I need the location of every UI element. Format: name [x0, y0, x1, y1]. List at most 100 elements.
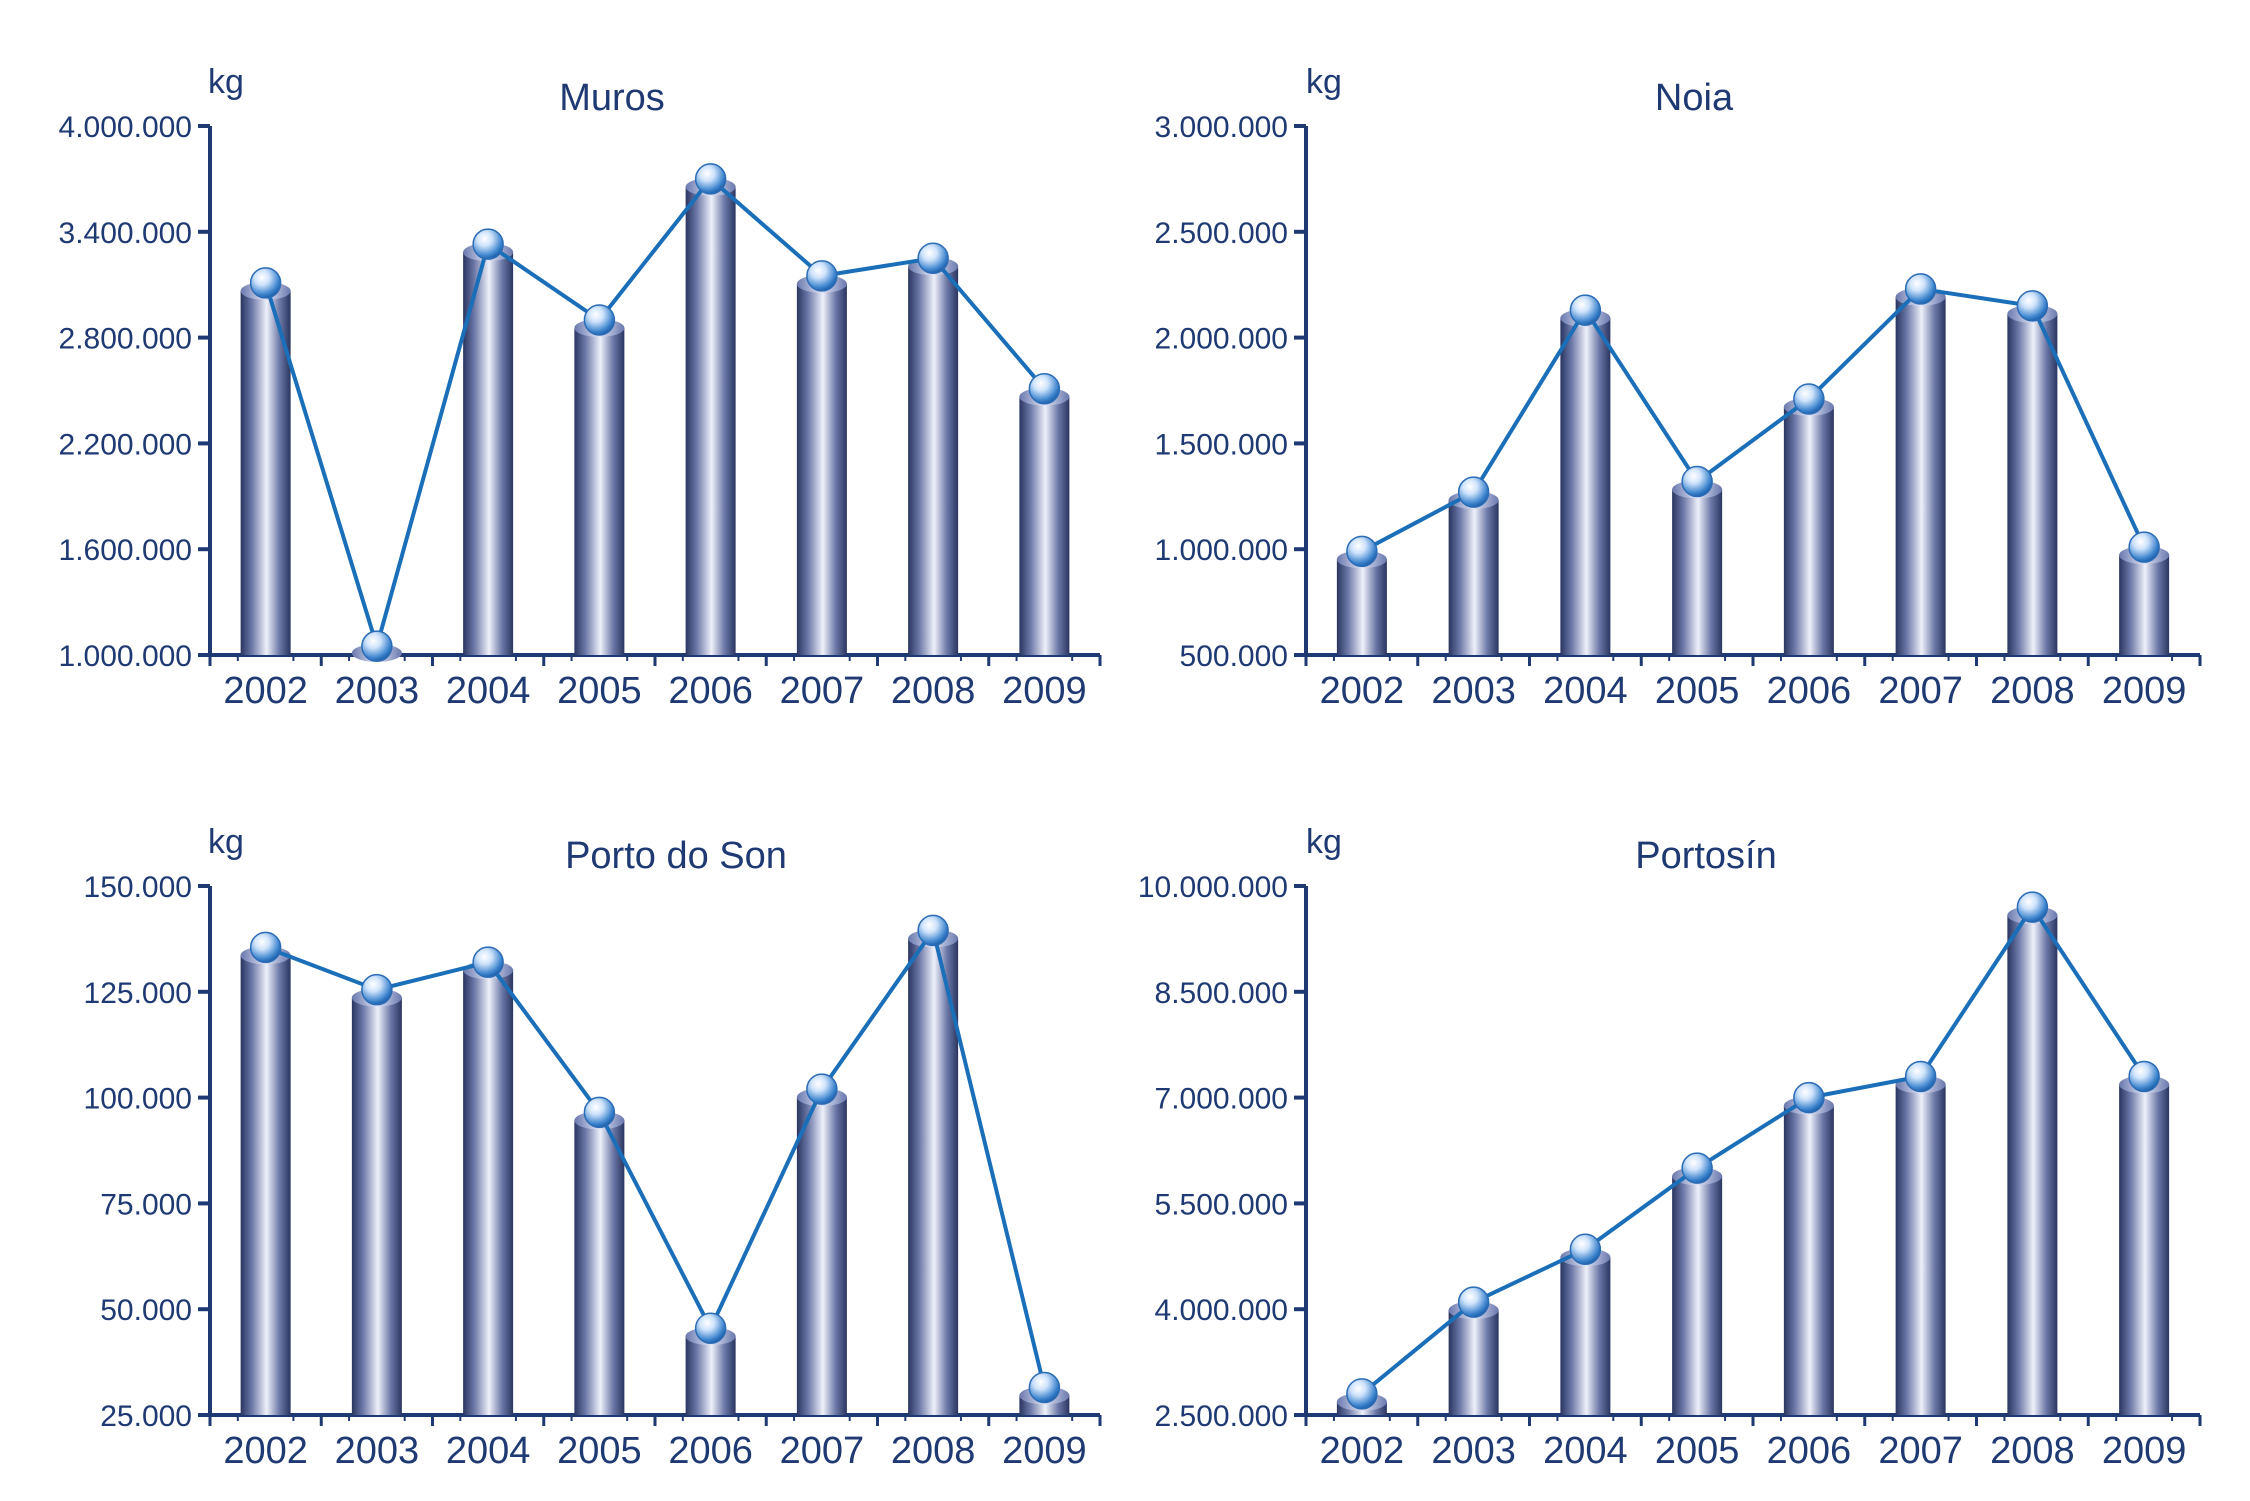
y-tick-label: 3.000.000 [1155, 111, 1288, 144]
y-unit-label: kg [208, 63, 244, 101]
series-line [1360, 905, 2146, 1396]
point-2009 [1028, 1371, 1061, 1404]
point-2008 [2016, 891, 2049, 923]
point-2009 [2128, 1060, 2160, 1093]
series-line [263, 176, 1046, 649]
bar-2005 [1672, 1176, 1723, 1415]
x-tick-label: 2003 [335, 670, 420, 712]
bar-2004 [463, 252, 514, 656]
y-tick-label: 2.200.000 [59, 428, 192, 461]
chart-title: Muros [559, 77, 665, 119]
y-tick-label: 1.000.000 [59, 640, 192, 673]
bar-2004 [463, 970, 514, 1415]
bar-2008 [2007, 915, 2058, 1415]
point-2003 [361, 973, 393, 1006]
y-tick-label: 100.000 [84, 1083, 192, 1116]
y-tick-label: 3.400.000 [59, 217, 192, 250]
y-tick-label: 150.000 [84, 871, 192, 904]
bar-2003 [1448, 1310, 1499, 1415]
point-2005 [1681, 465, 1713, 498]
x-tick-label: 2008 [1990, 1430, 2075, 1472]
x-tick-label: 2006 [668, 670, 753, 712]
point-2007 [806, 260, 838, 292]
x-tick-label: 2005 [557, 670, 642, 712]
chart-noia: kg Noia 500.000 1.000.000 1.500.000 2.000.0… [1155, 63, 2202, 712]
point-2009 [1028, 372, 1061, 405]
y-tick-label: 4.000.000 [59, 111, 192, 144]
bar-2003 [1448, 500, 1499, 655]
point-2002 [249, 931, 282, 964]
point-2007 [1904, 1060, 1937, 1093]
x-tick-label: 2007 [1878, 670, 1963, 712]
x-tick-label: 2002 [223, 1430, 308, 1472]
bar-2009 [2119, 1084, 2170, 1415]
point-2005 [583, 1096, 616, 1129]
x-tick-label: 2007 [1878, 1430, 1963, 1472]
point-2007 [806, 1073, 838, 1105]
x-tick-label: 2004 [446, 1430, 531, 1472]
point-2008 [2016, 290, 2049, 322]
y-tick-label: 2.800.000 [59, 323, 192, 356]
y-tick-label: 4.000.000 [1155, 1294, 1288, 1327]
point-2009 [2128, 531, 2160, 563]
chart-portosin: kg Portosín 2.500.000 4.000.000 5.500.000 7… [1138, 823, 2202, 1472]
x-tick-label: 2002 [223, 670, 308, 712]
point-2002 [1346, 1378, 1378, 1410]
point-2002 [249, 267, 282, 299]
y-tick-label: 1.500.000 [1155, 428, 1288, 461]
y-tick-label: 8.500.000 [1155, 977, 1288, 1010]
bar-2009 [1019, 396, 1070, 655]
x-tick-label: 2006 [1767, 670, 1852, 712]
bar-2006 [685, 186, 736, 655]
bar-2006 [1783, 1105, 1834, 1415]
point-2008 [917, 242, 949, 274]
bar-2005 [574, 1120, 625, 1415]
y-tick-label: 125.000 [84, 977, 192, 1010]
y-tick-label: 5.500.000 [1155, 1188, 1288, 1221]
chart-title: Porto do Son [565, 835, 787, 877]
x-tick-label: 2007 [780, 1430, 865, 1472]
x-tick-label: 2005 [1655, 670, 1740, 712]
point-2003 [361, 630, 393, 662]
point-2006 [1793, 1081, 1825, 1114]
point-2006 [694, 163, 727, 195]
bar-2007 [796, 283, 847, 655]
point-2003 [1457, 476, 1490, 508]
point-2004 [1569, 1233, 1602, 1265]
bar-2007 [1895, 296, 1946, 655]
chart-title: Portosín [1635, 835, 1777, 877]
x-tick-label: 2003 [335, 1430, 420, 1472]
y-tick-label: 25.000 [100, 1400, 192, 1433]
bar-2006 [685, 1336, 736, 1415]
bar-2002 [1336, 559, 1387, 655]
bar-2007 [796, 1097, 847, 1415]
x-tick-label: 2002 [1320, 1430, 1405, 1472]
bar-2008 [908, 266, 959, 655]
point-2004 [472, 228, 504, 260]
x-tick-label: 2004 [1543, 670, 1628, 712]
point-2004 [472, 946, 504, 978]
bar-2008 [908, 938, 959, 1415]
y-tick-label: 75.000 [100, 1188, 192, 1221]
chart-title: Noia [1655, 77, 1734, 119]
bar-2006 [1783, 406, 1834, 655]
point-2005 [583, 304, 616, 336]
point-2007 [1904, 273, 1937, 305]
bar-2008 [2007, 313, 2058, 655]
x-tick-label: 2008 [1990, 670, 2075, 712]
bar-2004 [1560, 1257, 1611, 1415]
x-tick-label: 2008 [891, 670, 976, 712]
chart-muros: kg Muros 1.000.000 1.600.000 2.200.000 2.80… [59, 63, 1102, 712]
bar-2004 [1560, 318, 1611, 655]
y-unit-label: kg [208, 823, 244, 861]
y-tick-label: 10.000.000 [1138, 871, 1288, 904]
x-tick-label: 2006 [1767, 1430, 1852, 1472]
y-tick-label: 1.600.000 [59, 534, 192, 567]
y-unit-label: kg [1306, 63, 1342, 101]
y-tick-label: 2.000.000 [1155, 323, 1288, 356]
x-tick-label: 2009 [1002, 1430, 1087, 1472]
bar-2009 [2119, 555, 2170, 655]
series-line [1360, 286, 2146, 554]
series-line [264, 928, 1047, 1388]
